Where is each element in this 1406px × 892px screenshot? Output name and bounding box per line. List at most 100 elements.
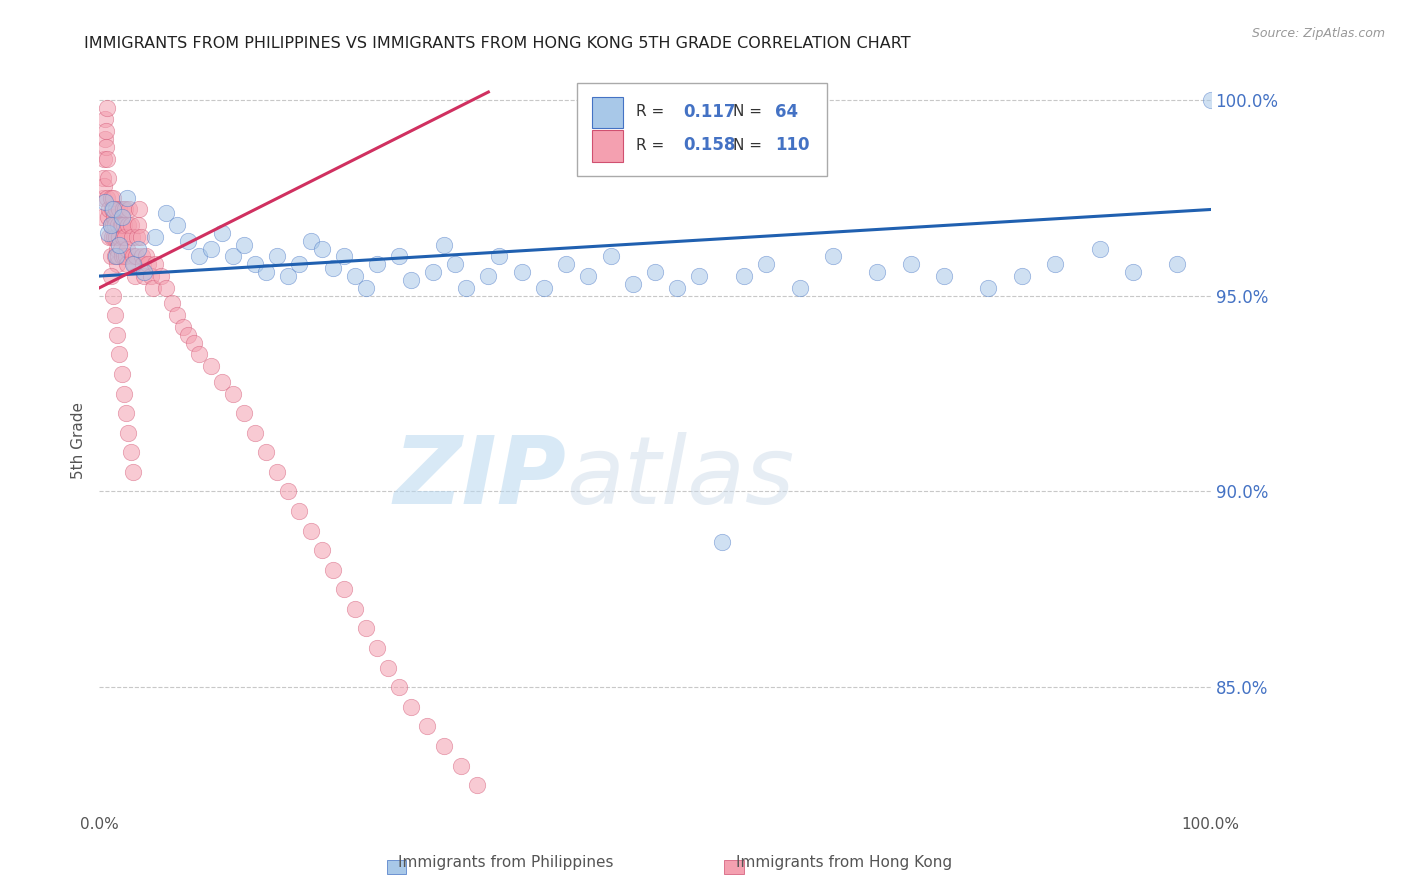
Point xyxy=(124,268,146,283)
Point xyxy=(112,218,135,232)
Bar xyxy=(592,97,623,128)
Point xyxy=(105,202,128,217)
Point xyxy=(111,211,134,225)
Point xyxy=(100,230,122,244)
Point xyxy=(377,660,399,674)
Y-axis label: 5th Grade: 5th Grade xyxy=(72,402,86,479)
Point xyxy=(103,211,125,225)
Bar xyxy=(592,130,623,161)
Point xyxy=(755,257,778,271)
Point xyxy=(97,211,120,225)
Point xyxy=(689,268,711,283)
Point xyxy=(103,230,125,244)
Point xyxy=(127,230,149,244)
Point xyxy=(91,191,114,205)
Point xyxy=(333,250,356,264)
Point xyxy=(98,202,121,217)
Point xyxy=(111,250,134,264)
Point xyxy=(254,265,277,279)
Point xyxy=(100,218,122,232)
Point xyxy=(108,230,131,244)
Point xyxy=(96,101,118,115)
Point xyxy=(97,171,120,186)
Point xyxy=(477,268,499,283)
Point xyxy=(129,230,152,244)
Point xyxy=(333,582,356,597)
Point xyxy=(105,257,128,271)
Point xyxy=(115,250,138,264)
Point xyxy=(107,250,129,264)
Point xyxy=(112,250,135,264)
Text: N =: N = xyxy=(733,137,766,153)
Point xyxy=(111,218,134,232)
Point xyxy=(110,218,132,232)
Point xyxy=(1011,268,1033,283)
Point xyxy=(576,268,599,283)
Point xyxy=(311,543,333,558)
Point xyxy=(222,386,245,401)
Point xyxy=(1088,242,1111,256)
Point xyxy=(104,308,127,322)
Point xyxy=(100,191,122,205)
Text: Immigrants from Philippines: Immigrants from Philippines xyxy=(398,855,614,870)
Point xyxy=(599,250,621,264)
Point xyxy=(120,218,142,232)
Point xyxy=(388,250,411,264)
Point xyxy=(211,226,233,240)
Point xyxy=(200,359,222,373)
Text: 64: 64 xyxy=(775,103,799,120)
Point xyxy=(115,406,138,420)
Text: Source: ZipAtlas.com: Source: ZipAtlas.com xyxy=(1251,27,1385,40)
Point xyxy=(101,218,124,232)
Point xyxy=(108,237,131,252)
Point xyxy=(900,257,922,271)
Point xyxy=(149,268,172,283)
Point xyxy=(533,281,555,295)
Point xyxy=(97,226,120,240)
Point xyxy=(232,237,254,252)
Point xyxy=(93,179,115,194)
Point xyxy=(188,347,211,361)
Point xyxy=(399,699,422,714)
Point xyxy=(821,250,844,264)
Point xyxy=(94,124,117,138)
Text: 0.158: 0.158 xyxy=(683,136,735,154)
Point xyxy=(977,281,1000,295)
Point xyxy=(94,140,117,154)
FancyBboxPatch shape xyxy=(578,83,827,177)
Point xyxy=(277,268,299,283)
Point xyxy=(127,242,149,256)
Point xyxy=(100,218,122,232)
Point xyxy=(111,202,134,217)
Point xyxy=(91,171,114,186)
Point xyxy=(105,242,128,256)
Point xyxy=(115,242,138,256)
Point xyxy=(105,327,128,342)
Point xyxy=(101,288,124,302)
Point xyxy=(299,234,322,248)
Point xyxy=(136,257,159,271)
Point xyxy=(101,191,124,205)
Point xyxy=(266,465,288,479)
Point xyxy=(311,242,333,256)
Point xyxy=(243,425,266,440)
Text: atlas: atlas xyxy=(567,433,794,524)
Point xyxy=(177,234,200,248)
Point xyxy=(142,281,165,295)
Point xyxy=(422,265,444,279)
Point xyxy=(132,257,155,271)
Point xyxy=(110,242,132,256)
Point xyxy=(115,191,138,205)
Point xyxy=(177,327,200,342)
Point xyxy=(322,261,344,276)
Point xyxy=(111,230,134,244)
Point xyxy=(93,152,115,166)
Point xyxy=(139,268,162,283)
Point xyxy=(155,206,177,220)
Point xyxy=(277,484,299,499)
Point xyxy=(120,445,142,459)
Point xyxy=(100,268,122,283)
Point xyxy=(366,641,388,656)
Point xyxy=(344,268,367,283)
Point xyxy=(222,250,245,264)
